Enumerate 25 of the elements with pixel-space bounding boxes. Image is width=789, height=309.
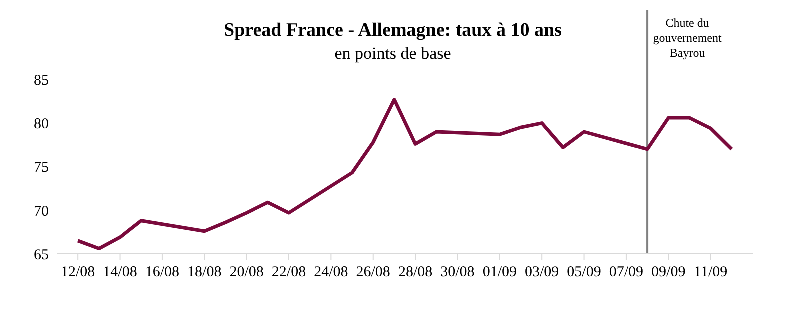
x-tick-label: 14/08 — [103, 264, 138, 281]
x-tick-label: 22/08 — [272, 264, 306, 281]
x-tick-label: 01/09 — [482, 264, 517, 281]
ref-line-label: Chute du gouvernement Bayrou — [653, 16, 723, 60]
x-tick-label: 28/08 — [398, 264, 433, 281]
x-tick-label: 09/09 — [652, 264, 686, 281]
x-tick-label: 11/09 — [694, 264, 728, 281]
y-tick-label: 75 — [34, 160, 49, 176]
x-tick-label: 05/09 — [567, 264, 602, 281]
y-tick-label: 85 — [34, 73, 49, 90]
y-tick-label: 65 — [34, 247, 49, 264]
x-tick-label: 12/08 — [61, 264, 96, 281]
x-tick-label: 30/08 — [440, 264, 475, 281]
line-series — [76, 98, 734, 251]
x-tick-label: 20/08 — [230, 264, 264, 281]
x-tick-label: 03/09 — [525, 264, 560, 281]
x-tick-label: 26/08 — [356, 264, 390, 281]
x-tick-label: 24/08 — [314, 264, 348, 281]
text: Spread France - Allemagne: taux à 10 ans — [224, 20, 562, 41]
text: en points de base — [334, 44, 452, 63]
x-tick-label: 07/09 — [609, 264, 644, 281]
x-tick-label: 16/08 — [145, 264, 180, 281]
x-tick-label: 18/08 — [188, 264, 222, 281]
y-tick-label: 80 — [34, 116, 49, 133]
y-tick-label: 70 — [34, 204, 49, 220]
